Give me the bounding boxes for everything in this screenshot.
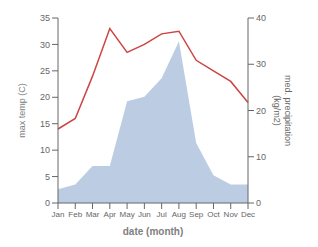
svg-text:max temp (C): max temp (C)	[17, 83, 27, 138]
svg-text:35: 35	[40, 13, 50, 23]
svg-text:Dec: Dec	[241, 210, 255, 219]
svg-text:Nov: Nov	[224, 210, 238, 219]
svg-text:Jul: Jul	[157, 210, 167, 219]
svg-text:15: 15	[40, 119, 50, 129]
svg-text:Oct: Oct	[207, 210, 220, 219]
svg-text:med. precipitation(kg/m2): med. precipitation(kg/m2)	[272, 75, 293, 146]
svg-text:0: 0	[256, 198, 261, 208]
svg-text:25: 25	[40, 66, 50, 76]
svg-text:Apr: Apr	[104, 210, 117, 219]
svg-text:Jan: Jan	[52, 210, 65, 219]
svg-text:30: 30	[40, 40, 50, 50]
svg-text:10: 10	[40, 145, 50, 155]
svg-text:20: 20	[256, 106, 266, 116]
svg-text:10: 10	[256, 152, 266, 162]
svg-text:Sep: Sep	[189, 210, 204, 219]
svg-text:Feb: Feb	[68, 210, 82, 219]
svg-text:20: 20	[40, 92, 50, 102]
svg-text:40: 40	[256, 13, 266, 23]
svg-text:May: May	[120, 210, 135, 219]
svg-text:Mar: Mar	[86, 210, 100, 219]
svg-text:Jun: Jun	[138, 210, 151, 219]
svg-text:30: 30	[256, 59, 266, 69]
svg-text:Aug: Aug	[172, 210, 186, 219]
svg-text:date (month): date (month)	[123, 226, 184, 237]
svg-text:0: 0	[45, 198, 50, 208]
svg-text:5: 5	[45, 172, 50, 182]
